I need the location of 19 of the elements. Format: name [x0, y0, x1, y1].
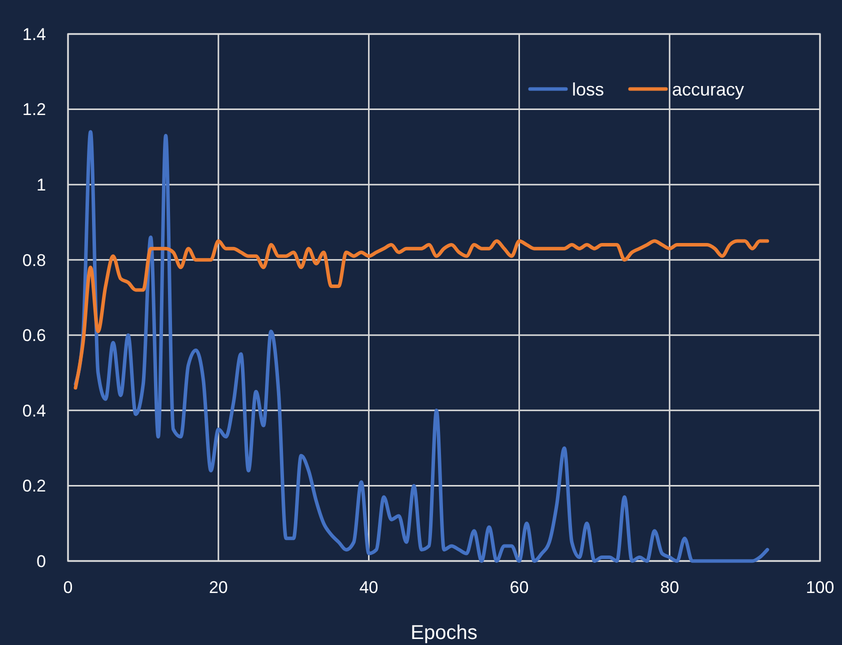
x-tick-label: 40	[359, 578, 378, 597]
y-tick-label: 1.2	[22, 100, 46, 120]
line-series	[74, 130, 770, 563]
x-tick-label: 80	[660, 578, 680, 597]
x-tick-label: 20	[208, 578, 228, 597]
x-tick-label: 60	[510, 578, 529, 597]
y-tick-label: 0.4	[22, 401, 46, 420]
legend-label: accuracy	[672, 79, 744, 100]
y-tick-label: 0.2	[22, 476, 46, 496]
y-tick-label: 0.8	[22, 250, 46, 270]
x-axis-title: Epochs	[410, 622, 478, 644]
y-tick-label: 1	[36, 176, 46, 195]
y-tick-label: 0	[36, 552, 46, 571]
x-tick-label: 100	[806, 578, 834, 597]
y-tick-label: 0.6	[22, 326, 46, 346]
legend-label: loss	[572, 79, 604, 100]
line-series	[74, 239, 770, 390]
x-tick-label: 0	[63, 578, 73, 597]
y-tick-label: 1.4	[22, 24, 46, 44]
